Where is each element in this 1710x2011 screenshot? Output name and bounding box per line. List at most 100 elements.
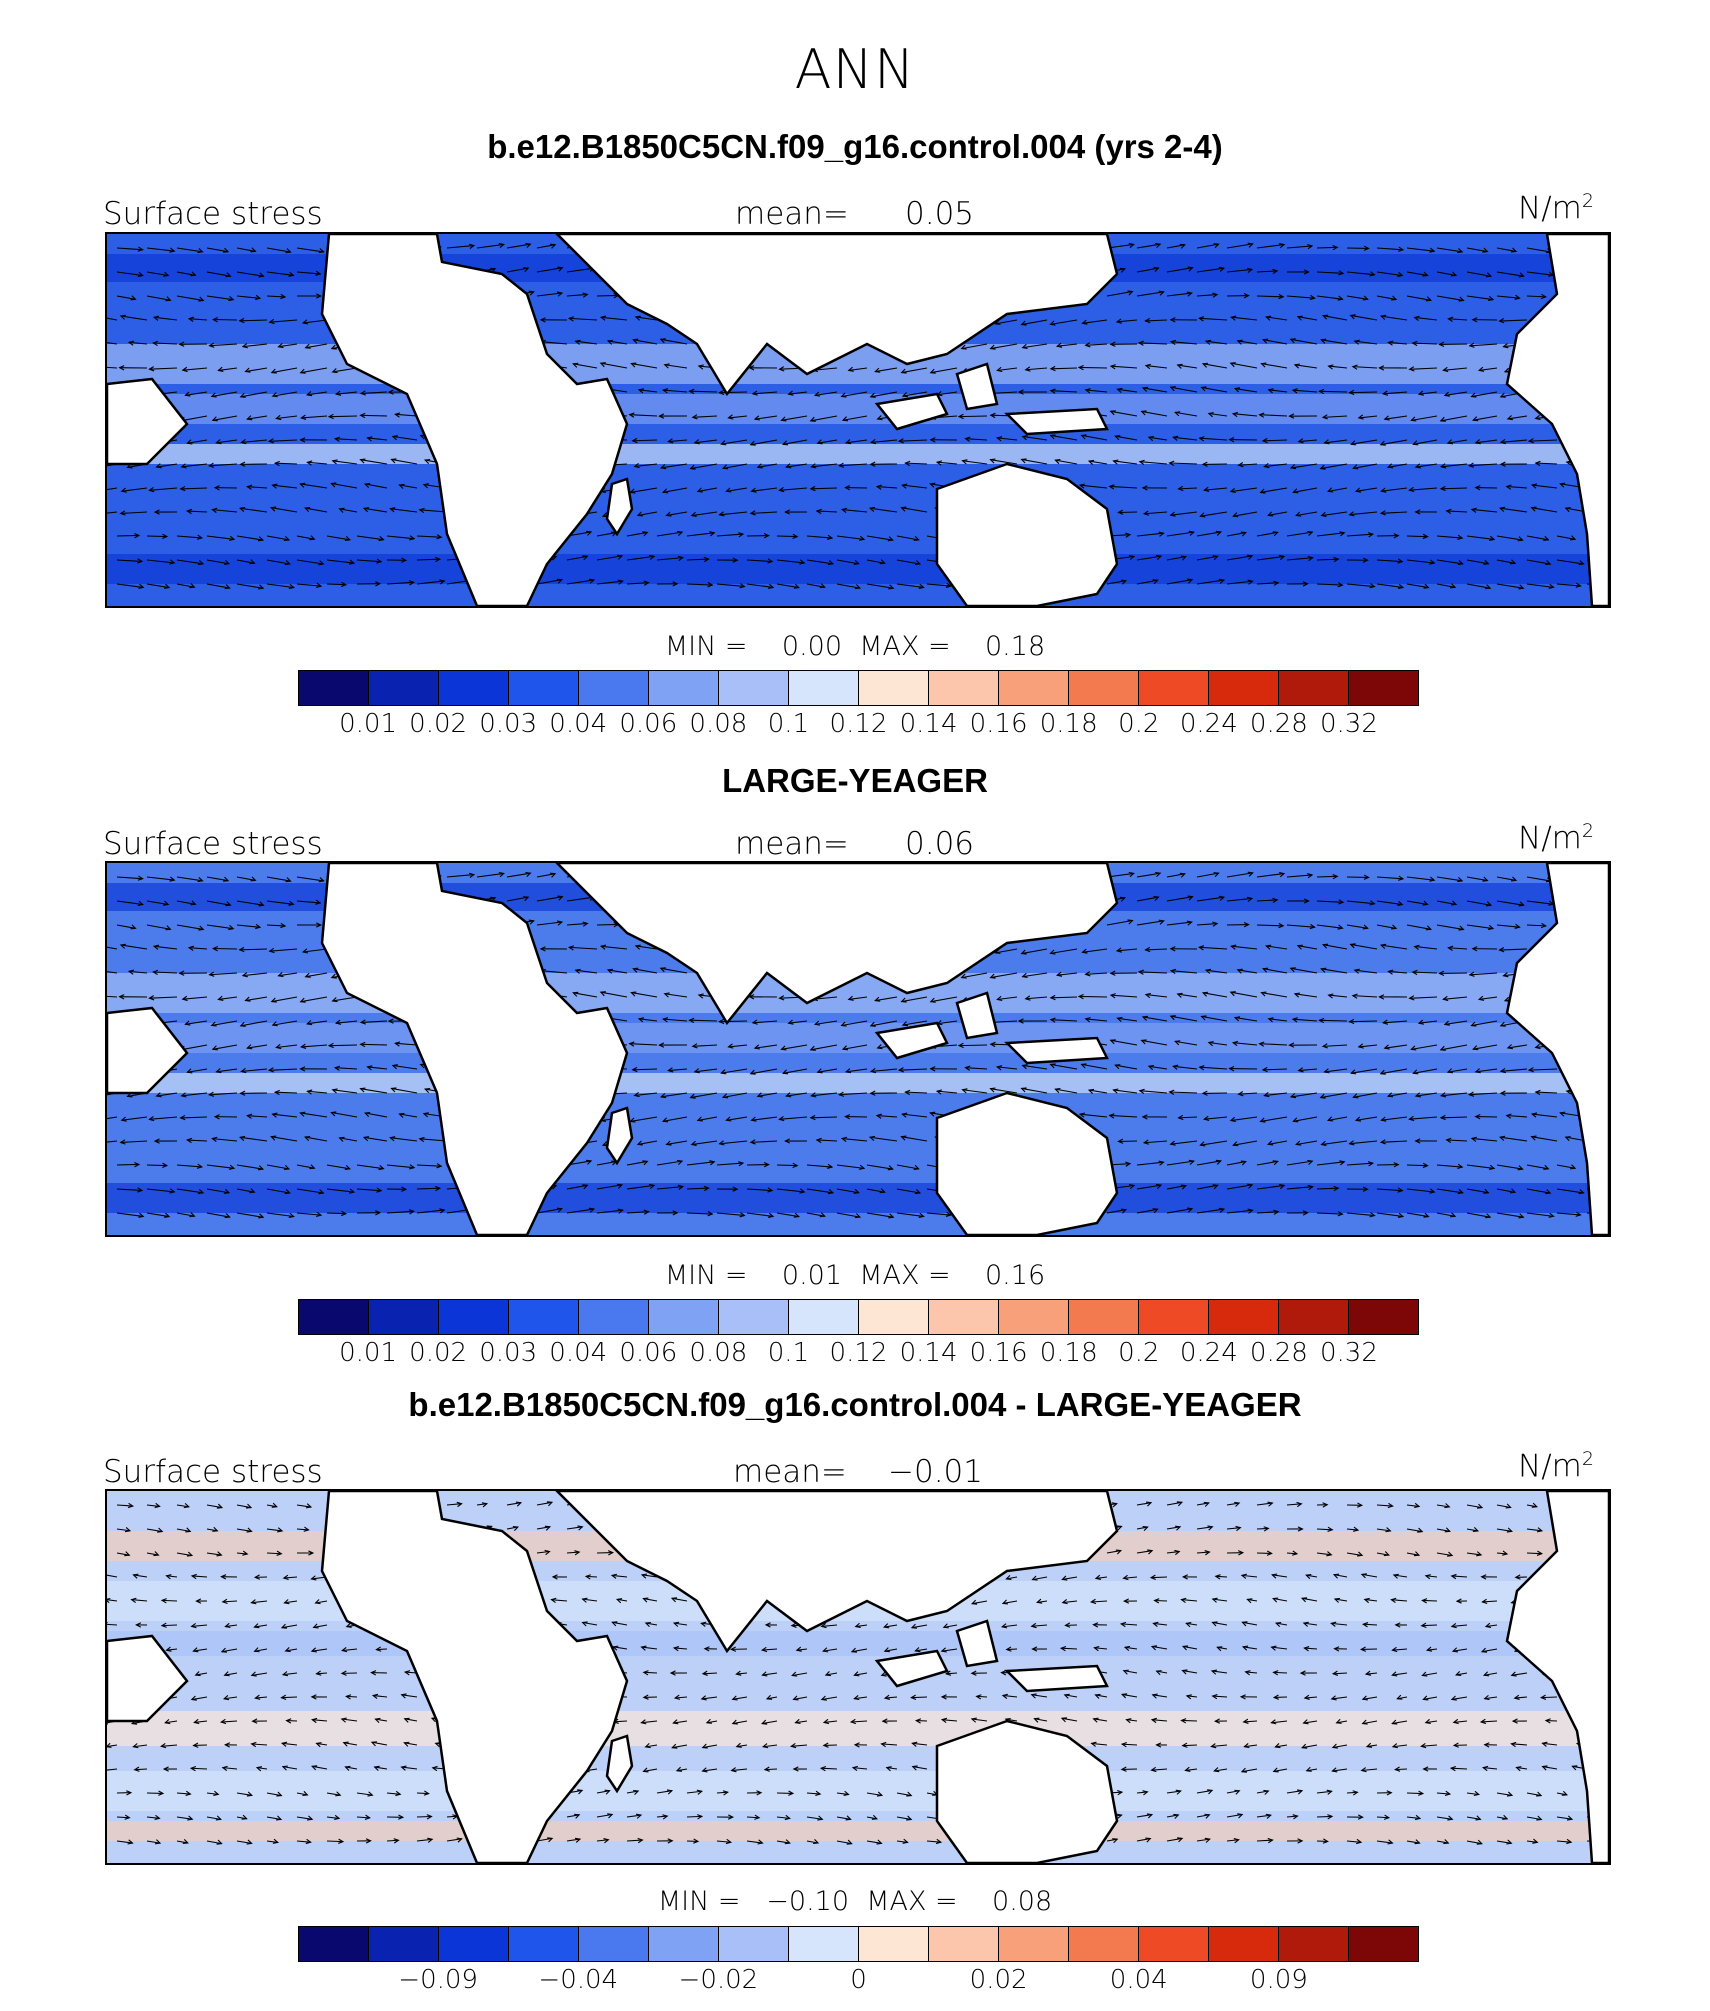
wind-arrow-head: [813, 1020, 821, 1026]
wind-arrow-head: [130, 295, 137, 301]
wind-arrow: [371, 1741, 388, 1746]
wind-arrow: [612, 1621, 628, 1626]
wind-arrow-head: [849, 1718, 857, 1725]
wind-arrow: [236, 1164, 263, 1170]
wind-arrow: [187, 1139, 208, 1142]
wind-arrow: [1406, 1792, 1423, 1795]
wind-arrow: [815, 391, 838, 396]
wind-arrow-head: [331, 997, 338, 1003]
wind-arrow: [156, 1092, 178, 1097]
landmass: [955, 991, 999, 1040]
wind-arrow-head: [1185, 1694, 1192, 1700]
wind-arrow-head: [400, 1693, 407, 1699]
wind-arrow-head: [874, 367, 881, 373]
wind-arrow: [176, 535, 202, 539]
wind-arrow-head: [1333, 1185, 1340, 1192]
wind-arrow-head: [1498, 1135, 1506, 1141]
wind-arrow: [212, 1044, 238, 1050]
wind-arrow: [569, 317, 598, 321]
wind-arrow-head: [673, 1694, 681, 1700]
wind-arrow-head: [219, 1718, 227, 1725]
wind-arrow-head: [735, 1670, 742, 1676]
wind-arrow-head: [1332, 873, 1339, 880]
wind-arrow: [1166, 292, 1192, 297]
wind-arrow: [1081, 434, 1108, 441]
wind-arrow-head: [303, 506, 311, 513]
wind-arrow-head: [1445, 1137, 1452, 1144]
wind-arrow: [1471, 1137, 1498, 1142]
wind-arrow: [1226, 897, 1252, 902]
wind-arrow: [1380, 1068, 1408, 1075]
wind-arrow-head: [1506, 1044, 1513, 1050]
wind-arrow-head: [599, 362, 606, 368]
colorbar-tick-label: 0: [850, 1965, 867, 1995]
wind-arrow: [811, 1092, 838, 1097]
wind-arrow-head: [707, 1211, 714, 1217]
wind-arrow: [296, 1504, 311, 1508]
wind-arrow-head: [1348, 1140, 1355, 1146]
wind-arrow-head: [1477, 366, 1485, 372]
wind-arrow-head: [1061, 1575, 1068, 1581]
wind-arrow: [1121, 1623, 1138, 1626]
wind-arrow-head: [911, 1741, 918, 1747]
wind-arrow-head: [1575, 1211, 1582, 1217]
wind-arrow: [1526, 271, 1554, 276]
wind-arrow-head: [847, 366, 854, 372]
wind-arrow: [1271, 1720, 1288, 1724]
wind-arrow-head: [1447, 945, 1454, 951]
wind-arrow: [416, 1164, 442, 1167]
wind-arrow-head: [1502, 1814, 1509, 1820]
wind-arrow-head: [1244, 1670, 1251, 1676]
wind-arrow: [643, 1671, 658, 1674]
wind-arrow: [1256, 899, 1278, 902]
wind-arrow-head: [1238, 1550, 1245, 1556]
wind-arrow-head: [1141, 485, 1148, 491]
wind-arrow-head: [241, 343, 248, 349]
colorbar-tick-label: 0.04: [1109, 1965, 1168, 1995]
wind-arrow-head: [1128, 1183, 1136, 1190]
wind-arrow: [1319, 390, 1348, 393]
wind-arrow: [764, 1768, 778, 1771]
wind-arrow-head: [1424, 1718, 1431, 1724]
wind-arrow: [1200, 1140, 1228, 1146]
wind-arrow: [1321, 339, 1348, 345]
wind-arrow-head: [1397, 271, 1404, 277]
wind-arrow-head: [272, 1838, 280, 1844]
wind-arrow-head: [642, 1670, 649, 1676]
wind-arrow: [360, 414, 388, 417]
wind-arrow-head: [134, 532, 141, 539]
wind-arrow-head: [910, 1623, 917, 1629]
wind-arrow-head: [1203, 1115, 1210, 1122]
wind-arrow-head: [1397, 1212, 1405, 1218]
wind-arrow-head: [1438, 341, 1445, 347]
wind-arrow-head: [1229, 991, 1236, 997]
panel-1-colorbar: [298, 670, 1419, 706]
wind-arrow-head: [1232, 1141, 1239, 1147]
wind-arrow: [1526, 535, 1549, 541]
wind-arrow-head: [1243, 293, 1250, 299]
wind-arrow-head: [239, 1090, 246, 1096]
wind-arrow: [1436, 1164, 1463, 1168]
wind-arrow-head: [1354, 1116, 1362, 1122]
wind-arrow-head: [376, 1187, 383, 1193]
wind-arrow: [836, 583, 860, 589]
wind-arrow-head: [1333, 1597, 1341, 1603]
wind-arrow-head: [316, 922, 323, 928]
wind-arrow-head: [1548, 583, 1555, 589]
wind-arrow: [1166, 531, 1194, 537]
wind-arrow: [959, 415, 988, 418]
wind-arrow-head: [305, 1020, 313, 1026]
wind-arrow-head: [1242, 1718, 1249, 1724]
colorbar-swatch: [579, 1927, 649, 1961]
wind-arrow-head: [1270, 1719, 1277, 1725]
wind-arrow: [282, 1766, 298, 1770]
wind-arrow-head: [427, 1837, 434, 1843]
wind-arrow-head: [1302, 1210, 1309, 1216]
wind-arrow: [1363, 1623, 1378, 1626]
colorbar-tick-label: 0.12: [829, 709, 888, 739]
wind-arrow-head: [1289, 464, 1297, 470]
wind-arrow-head: [393, 1838, 400, 1844]
wind-arrow-head: [1273, 580, 1280, 586]
wind-arrow-head: [238, 317, 245, 324]
wind-arrow: [1532, 1113, 1558, 1118]
